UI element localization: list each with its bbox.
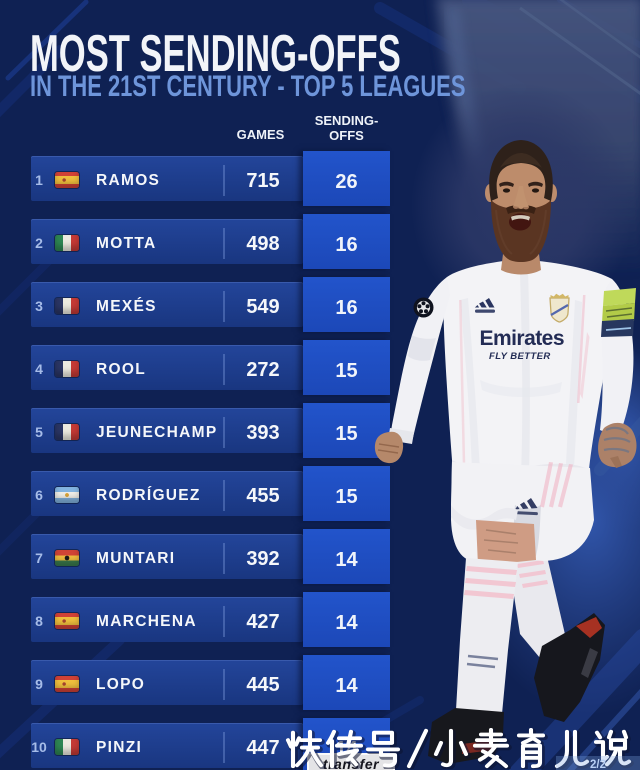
svg-text:FLY BETTER: FLY BETTER [489, 351, 551, 362]
svg-text:Emirates: Emirates [480, 327, 565, 350]
